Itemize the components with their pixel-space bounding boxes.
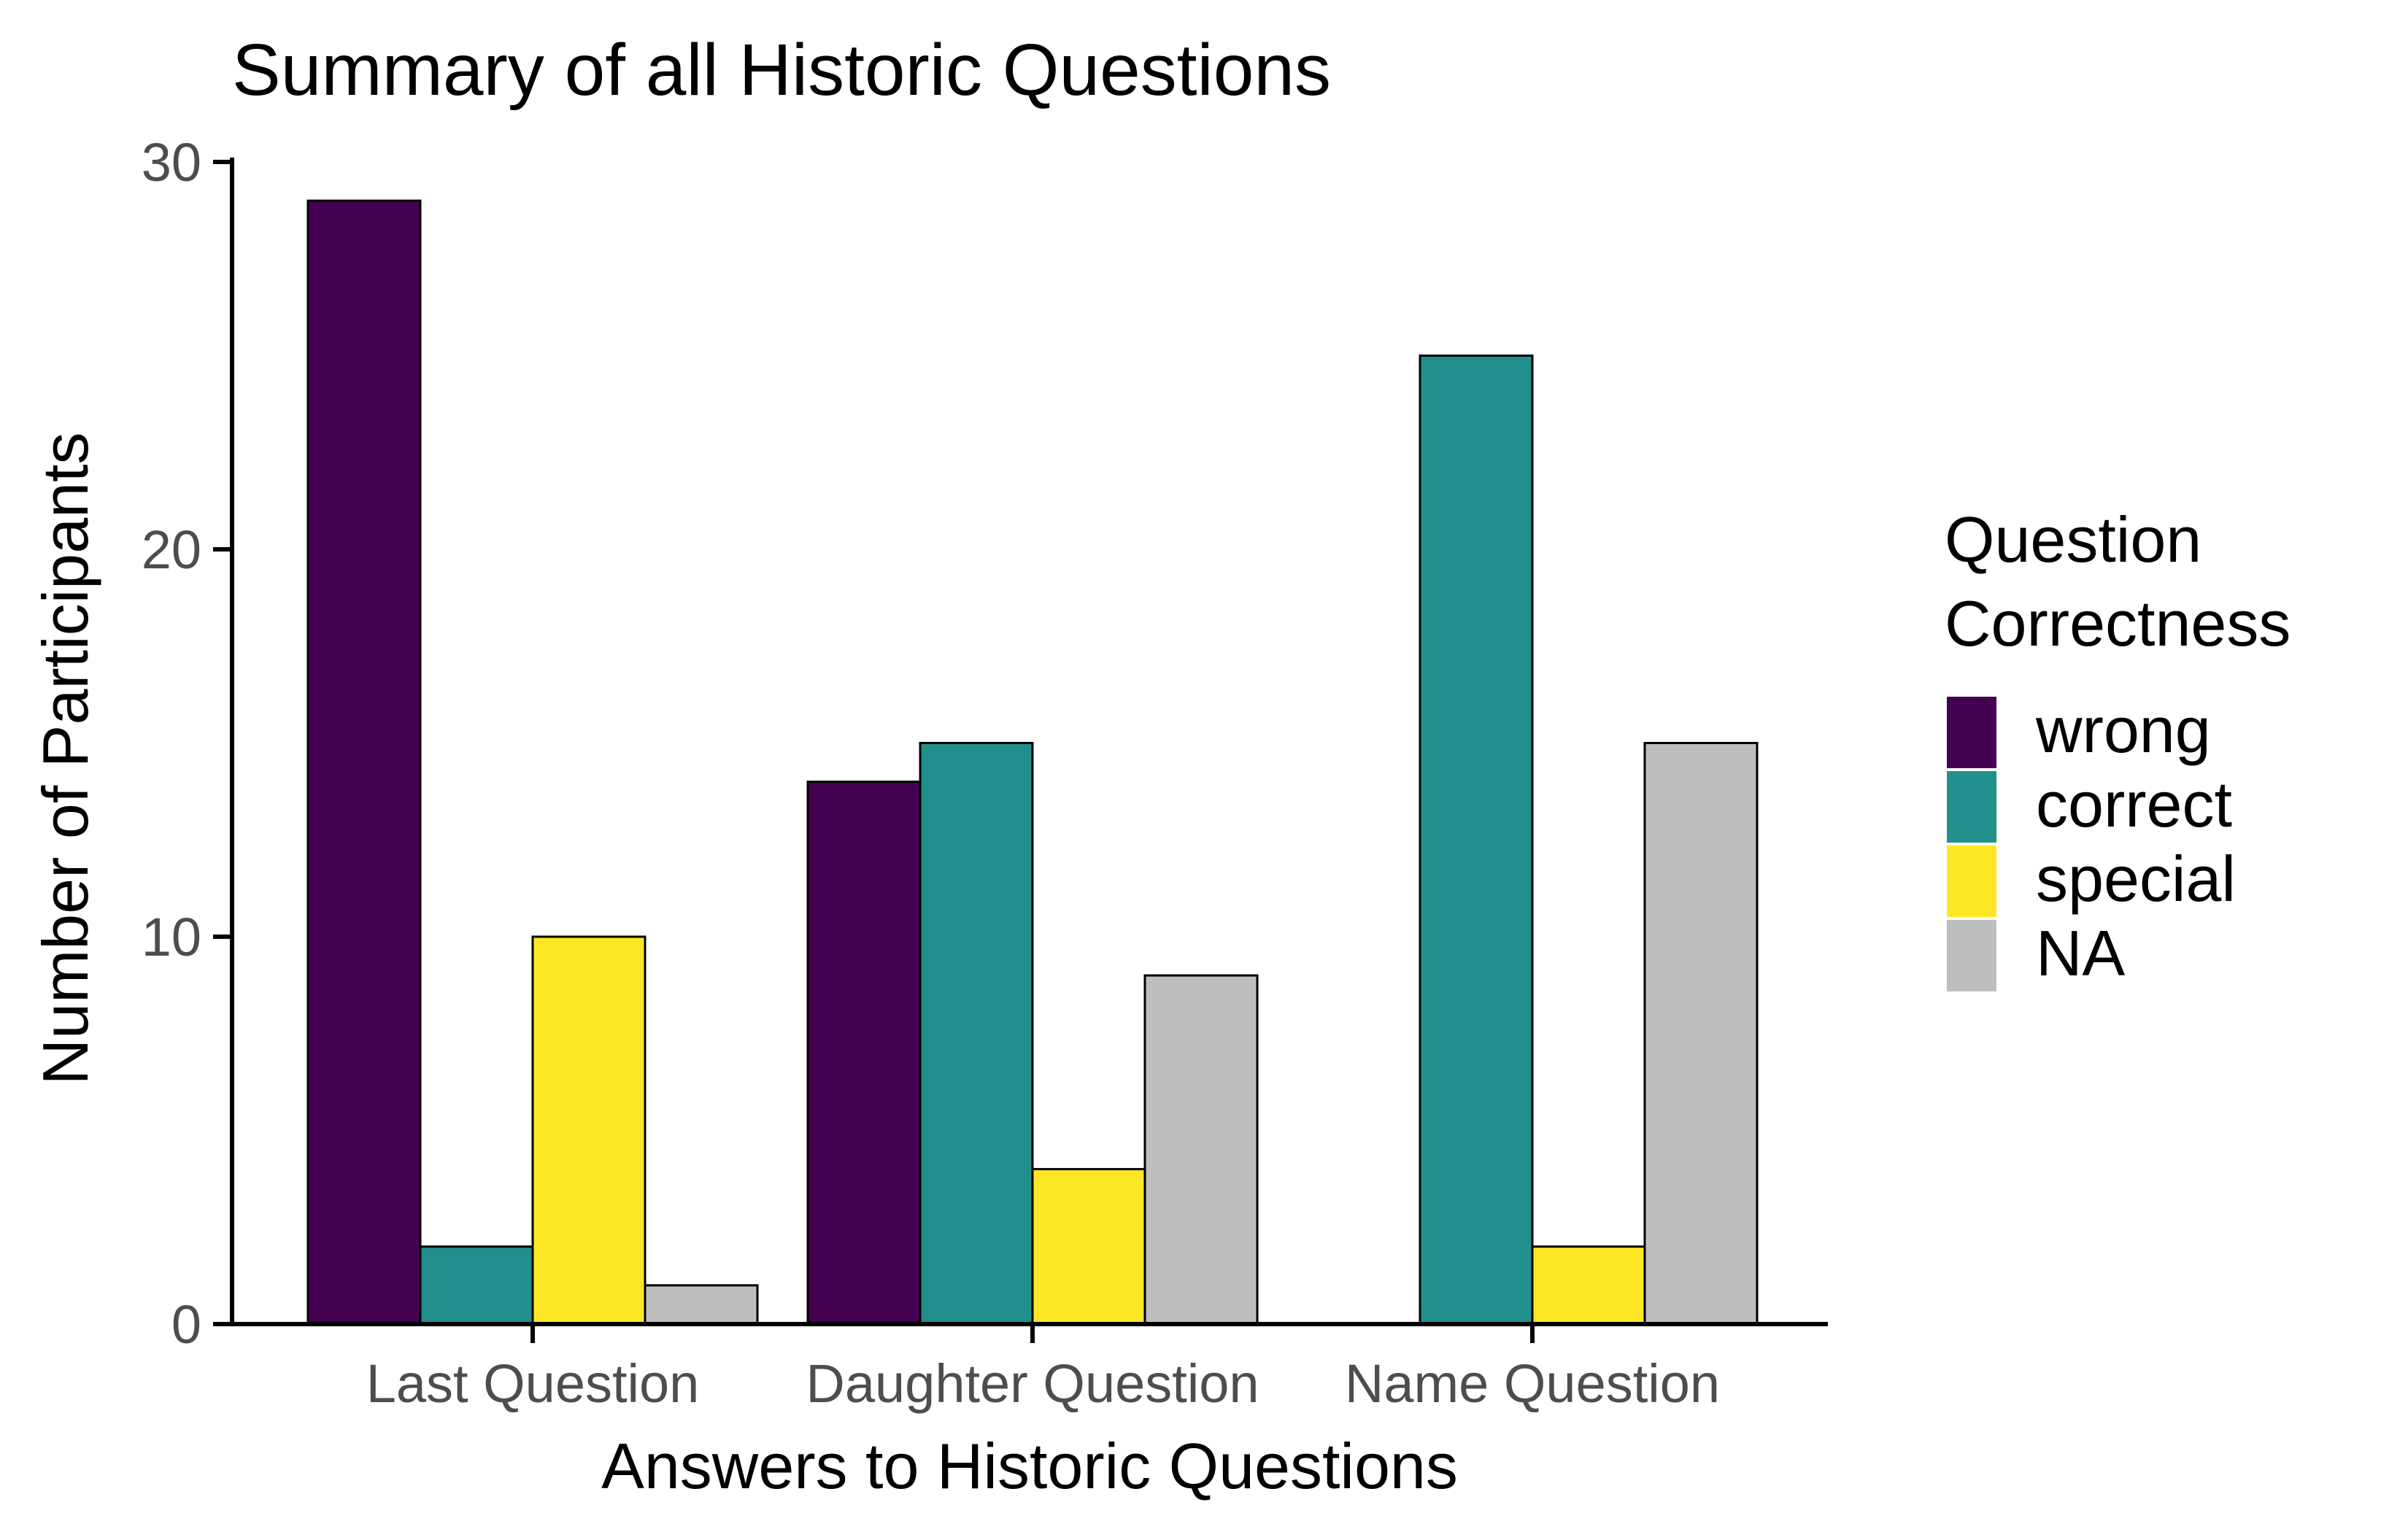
bar-wrong-0 [306,199,422,1326]
y-tick-label-1: 10 [142,907,201,967]
legend-title-line-1: Question [1945,503,2201,576]
legend-label-special: special [2036,843,2236,915]
legend-label-NA: NA [2036,917,2126,989]
chart-title: Summary of all Historic Questions [232,29,1331,111]
bars-layer [306,199,1759,1326]
x-axis-title: Answers to Historic Questions [601,1430,1458,1502]
legend-label-correct: correct [2036,768,2232,840]
legend-key-correct [1947,771,1996,843]
y-tick-label-3: 30 [142,132,201,193]
legend-title-line-2: Correctness [1945,587,2291,659]
y-tick-label-2: 20 [142,519,201,580]
bar-correct-2 [1419,355,1534,1326]
x-tick-label-0: Last Question [366,1353,700,1414]
bar-NA-2 [1643,742,1759,1326]
bar-correct-1 [919,742,1034,1326]
y-axis-title: Number of Participants [29,432,101,1085]
legend-key-wrong [1947,697,1996,768]
legend-key-NA [1947,920,1996,991]
bar-special-0 [531,935,647,1326]
legend: Question Correctness wrongcorrectspecial… [1945,503,2291,991]
y-tick-label-0: 0 [171,1294,201,1355]
bar-special-1 [1031,1168,1146,1326]
bar-correct-0 [419,1245,534,1326]
legend-label-wrong: wrong [2035,694,2211,766]
bar-special-2 [1531,1245,1646,1326]
bar-wrong-1 [806,781,922,1326]
axes-layer: 0 10 20 30 Last Question Daughter Question Nam… [142,132,1828,1414]
bar-NA-1 [1143,974,1259,1326]
x-tick-label-2: Name Question [1345,1353,1720,1414]
legend-key-special [1947,846,1996,917]
x-tick-label-1: Daughter Question [806,1353,1259,1414]
bar-NA-0 [644,1284,759,1326]
